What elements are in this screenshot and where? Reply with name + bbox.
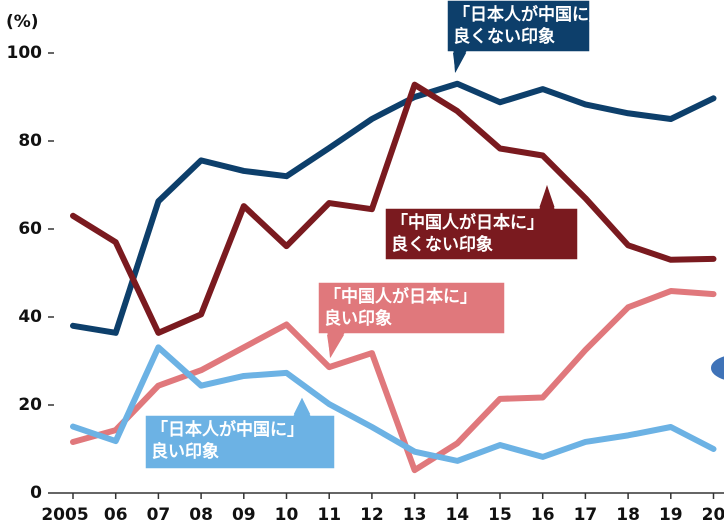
y-tick-label: 100 [7, 43, 43, 63]
x-tick-label: 14 [445, 505, 469, 525]
callout-box [446, 0, 591, 53]
series-label: 良い印象 [324, 308, 392, 329]
x-tick-label: 13 [403, 505, 427, 525]
series-label: 「中国人が日本に」 [391, 212, 544, 233]
x-tick-label: 11 [317, 505, 341, 525]
y-tick-label: 20 [18, 395, 42, 415]
y-tick-label: 0 [30, 483, 42, 503]
callout: 「中国人が日本に」良い印象 [317, 281, 506, 363]
series-line [70, 80, 717, 336]
series-label: 良くない印象 [391, 234, 493, 255]
y-tick-label: 40 [18, 307, 42, 327]
x-tick-label: 12 [360, 505, 384, 525]
x-tick-label: 20 [702, 505, 724, 525]
callout-pointer-fill [453, 51, 467, 73]
y-tick-label: 80 [18, 131, 42, 151]
x-tick-label: 06 [104, 505, 128, 525]
callout-box [384, 207, 579, 261]
callout-pointer-fill [327, 333, 345, 358]
callout-pointer-fill [539, 185, 555, 209]
callout: 「日本人が中国に」良くない印象 [446, 0, 606, 78]
series-line [70, 81, 717, 336]
series-label: 「日本人が中国に」 [151, 419, 304, 440]
callout-box [317, 281, 506, 335]
series-label: 「中国人が日本に」 [324, 286, 477, 307]
x-tick-label: 18 [616, 505, 640, 525]
y-unit: (%) [6, 12, 39, 32]
series-line [70, 288, 717, 474]
x-tick-label: 19 [659, 505, 683, 525]
x-tick-label: 2005 [41, 505, 88, 525]
callout-pointer-fill [293, 398, 311, 416]
x-tick-label: 15 [488, 505, 512, 525]
series-label: 良くない印象 [453, 26, 555, 47]
y-tick-label: 60 [18, 219, 42, 239]
callout-box [144, 414, 336, 470]
x-tick-label: 07 [147, 505, 171, 525]
callout: 「中国人が日本に」良くない印象 [384, 180, 579, 261]
x-tick-label: 08 [189, 505, 213, 525]
x-tick-label: 16 [531, 505, 555, 525]
series-label: 良い印象 [151, 441, 219, 462]
decoration [709, 354, 724, 382]
x-tick-label: 09 [232, 505, 256, 525]
series-label: 「日本人が中国に」 [453, 4, 606, 25]
x-tick-label: 10 [275, 505, 299, 525]
callout: 「日本人が中国に」良い印象 [144, 394, 336, 470]
series-line [70, 344, 717, 464]
x-tick-label: 17 [574, 505, 598, 525]
